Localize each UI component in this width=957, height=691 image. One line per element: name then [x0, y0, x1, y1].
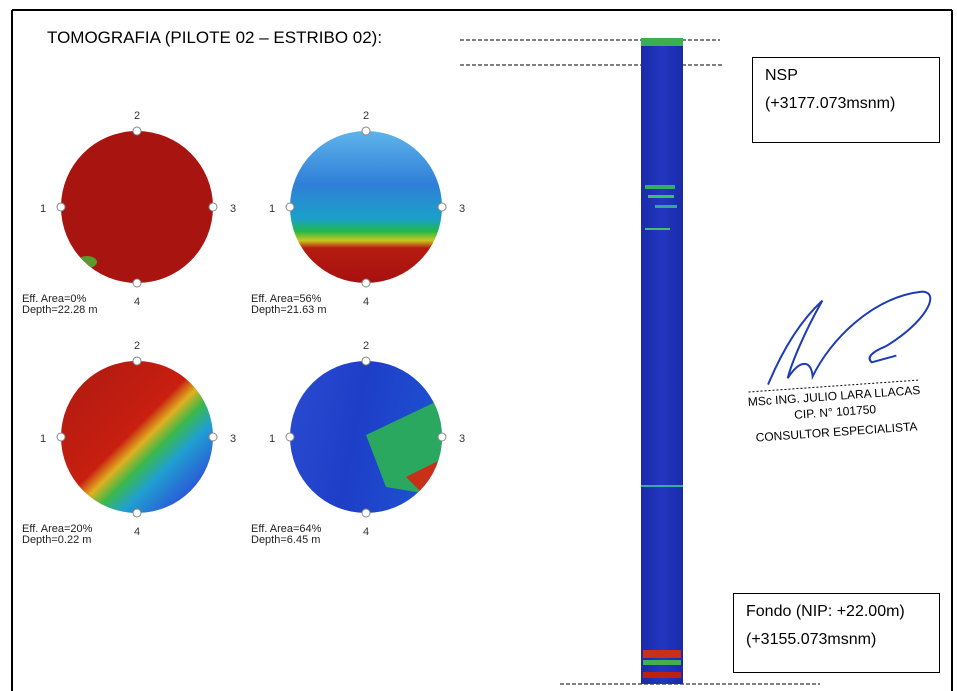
port-label: 2 — [363, 340, 369, 352]
signature-stamp: MSc ING. JULIO LARA LLACAS CIP. N° 10175… — [747, 290, 932, 445]
depth: Depth=21.63 m — [251, 304, 327, 316]
port-label: 2 — [134, 340, 140, 352]
port — [132, 356, 142, 366]
bottom-elevation: (+3155.073msnm) — [746, 631, 877, 648]
port — [361, 126, 371, 136]
port — [361, 508, 371, 518]
port — [208, 202, 218, 212]
port-label: 1 — [269, 433, 275, 445]
port — [437, 202, 447, 212]
port — [437, 432, 447, 442]
tomogram-disc — [61, 361, 213, 513]
port-label: 1 — [269, 203, 275, 215]
port-label: 4 — [363, 296, 369, 308]
port — [132, 278, 142, 288]
depth: Depth=22.28 m — [22, 304, 98, 316]
tomogram: 1 2 3 4 Eff. Area=56%Depth=21.63 m — [251, 110, 465, 316]
tomogram: 1 2 3 4 Eff. Area=0%Depth=22.28 m — [22, 110, 236, 316]
tomogram: 1 2 3 4 Eff. Area=20%Depth=0.22 m — [22, 340, 236, 546]
bottom-box: Fondo (NIP: +22.00m) (+3155.073msnm) — [733, 593, 940, 673]
port — [56, 432, 66, 442]
port-label: 3 — [230, 433, 236, 445]
bottom-label: Fondo (NIP: +22.00m) — [746, 603, 905, 620]
tomogram-disc — [61, 131, 213, 283]
port-label: 3 — [230, 203, 236, 215]
port — [56, 202, 66, 212]
port-label: 3 — [459, 433, 465, 445]
stamp-cip: CIP. N° 101750 — [794, 402, 877, 422]
port-label: 2 — [363, 110, 369, 122]
port — [132, 508, 142, 518]
port — [285, 202, 295, 212]
port-label: 2 — [134, 110, 140, 122]
eff-area: Eff. Area=0% — [22, 293, 87, 305]
title: TOMOGRAFIA (PILOTE 02 – ESTRIBO 02): — [47, 28, 382, 47]
port-label: 4 — [363, 526, 369, 538]
tomogram-disc — [290, 131, 442, 283]
nsp-label: NSP — [765, 67, 798, 84]
port — [361, 356, 371, 366]
stamp-role: CONSULTOR ESPECIALISTA — [755, 419, 918, 444]
nsp-elevation: (+3177.073msnm) — [765, 95, 896, 112]
anomaly — [77, 256, 97, 268]
port-label: 1 — [40, 203, 46, 215]
tomogram: 1 2 3 4 Eff. Area=64%Depth=6.45 m — [251, 340, 465, 546]
eff-area: Eff. Area=64% — [251, 523, 322, 535]
port — [285, 432, 295, 442]
port — [132, 126, 142, 136]
core-log — [641, 38, 683, 684]
depth: Depth=6.45 m — [251, 534, 320, 546]
port-label: 3 — [459, 203, 465, 215]
page-border — [11, 9, 953, 691]
eff-area: Eff. Area=56% — [251, 293, 322, 305]
port-label: 4 — [134, 526, 140, 538]
port-label: 1 — [40, 433, 46, 445]
eff-area: Eff. Area=20% — [22, 523, 93, 535]
port — [208, 432, 218, 442]
nsp-box: NSP (+3177.073msnm) — [752, 57, 940, 143]
port — [361, 278, 371, 288]
port-label: 4 — [134, 296, 140, 308]
depth: Depth=0.22 m — [22, 534, 91, 546]
